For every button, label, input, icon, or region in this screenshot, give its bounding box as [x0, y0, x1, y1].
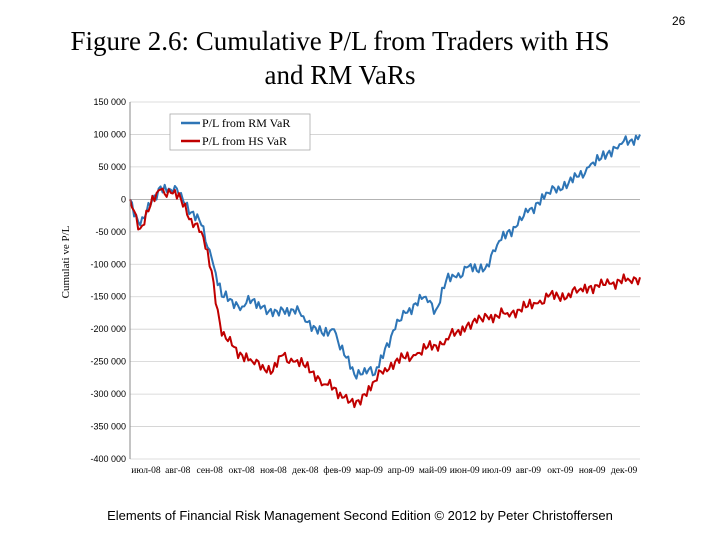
y-tick-label: 150 000: [93, 97, 126, 107]
x-tick-label: фев-09: [323, 465, 351, 476]
x-tick-label: дек-09: [611, 466, 638, 476]
x-tick-label: июл-08: [131, 466, 161, 476]
y-tick-label: -150 000: [90, 292, 126, 302]
x-tick-label: дек-08: [292, 466, 319, 476]
grid-lines: [130, 101, 640, 460]
y-tick-label: -50 000: [95, 227, 126, 237]
x-tick-label: июл-09: [482, 466, 512, 476]
series-line-hs-var: [129, 187, 641, 409]
slide-title: Figure 2.6: Cumulative P/L from Traders …: [70, 26, 610, 90]
y-tick-label: -400 000: [90, 454, 126, 464]
x-tick-label: авг-09: [516, 466, 542, 476]
x-tick-label: ноя-09: [579, 466, 606, 476]
y-tick-label: -250 000: [90, 357, 126, 367]
y-tick-label: -300 000: [90, 389, 126, 399]
series-line-rm-var: [129, 134, 641, 380]
legend: P/L from RM VaR P/L from HS VaR: [169, 113, 311, 151]
y-tick-label: 50 000: [98, 162, 126, 172]
cumulative-pl-chart: 150 000 100 000 50 000 0 -50 000 -100 000 -150…: [60, 97, 641, 476]
x-tick-label: авг-08: [165, 466, 191, 476]
y-tick-label: 0: [121, 194, 126, 204]
x-tick-label: окт-09: [547, 466, 573, 476]
y-tick-label: -350 000: [90, 422, 126, 432]
legend-label-rm: P/L from RM VaR: [202, 116, 290, 130]
x-axis-ticks: июл-08 авг-08 сен-08 окт-08 ноя-08 дек-08 фев-…: [131, 465, 637, 476]
y-tick-label: -100 000: [90, 259, 126, 269]
x-tick-label: мар-09: [355, 466, 383, 476]
footer-citation: Elements of Financial Risk Management Se…: [107, 508, 613, 523]
x-tick-label: ноя-08: [260, 466, 287, 476]
x-tick-label: май-09: [419, 465, 447, 476]
x-tick-label: сен-08: [197, 466, 224, 476]
legend-box: [169, 113, 311, 151]
x-tick-label: июн-09: [450, 466, 480, 476]
legend-label-hs: P/L from HS VaR: [202, 134, 287, 148]
x-tick-label: апр-09: [388, 466, 415, 476]
y-axis-title: Cumulati ve P/L: [60, 225, 72, 298]
series-lines: [129, 134, 641, 409]
y-tick-label: 100 000: [93, 129, 126, 139]
y-axis-ticks: 150 000 100 000 50 000 0 -50 000 -100 000 -150…: [90, 97, 126, 464]
y-tick-label: -200 000: [90, 324, 126, 334]
x-tick-label: окт-08: [229, 466, 255, 476]
page-number: 26: [672, 14, 686, 28]
